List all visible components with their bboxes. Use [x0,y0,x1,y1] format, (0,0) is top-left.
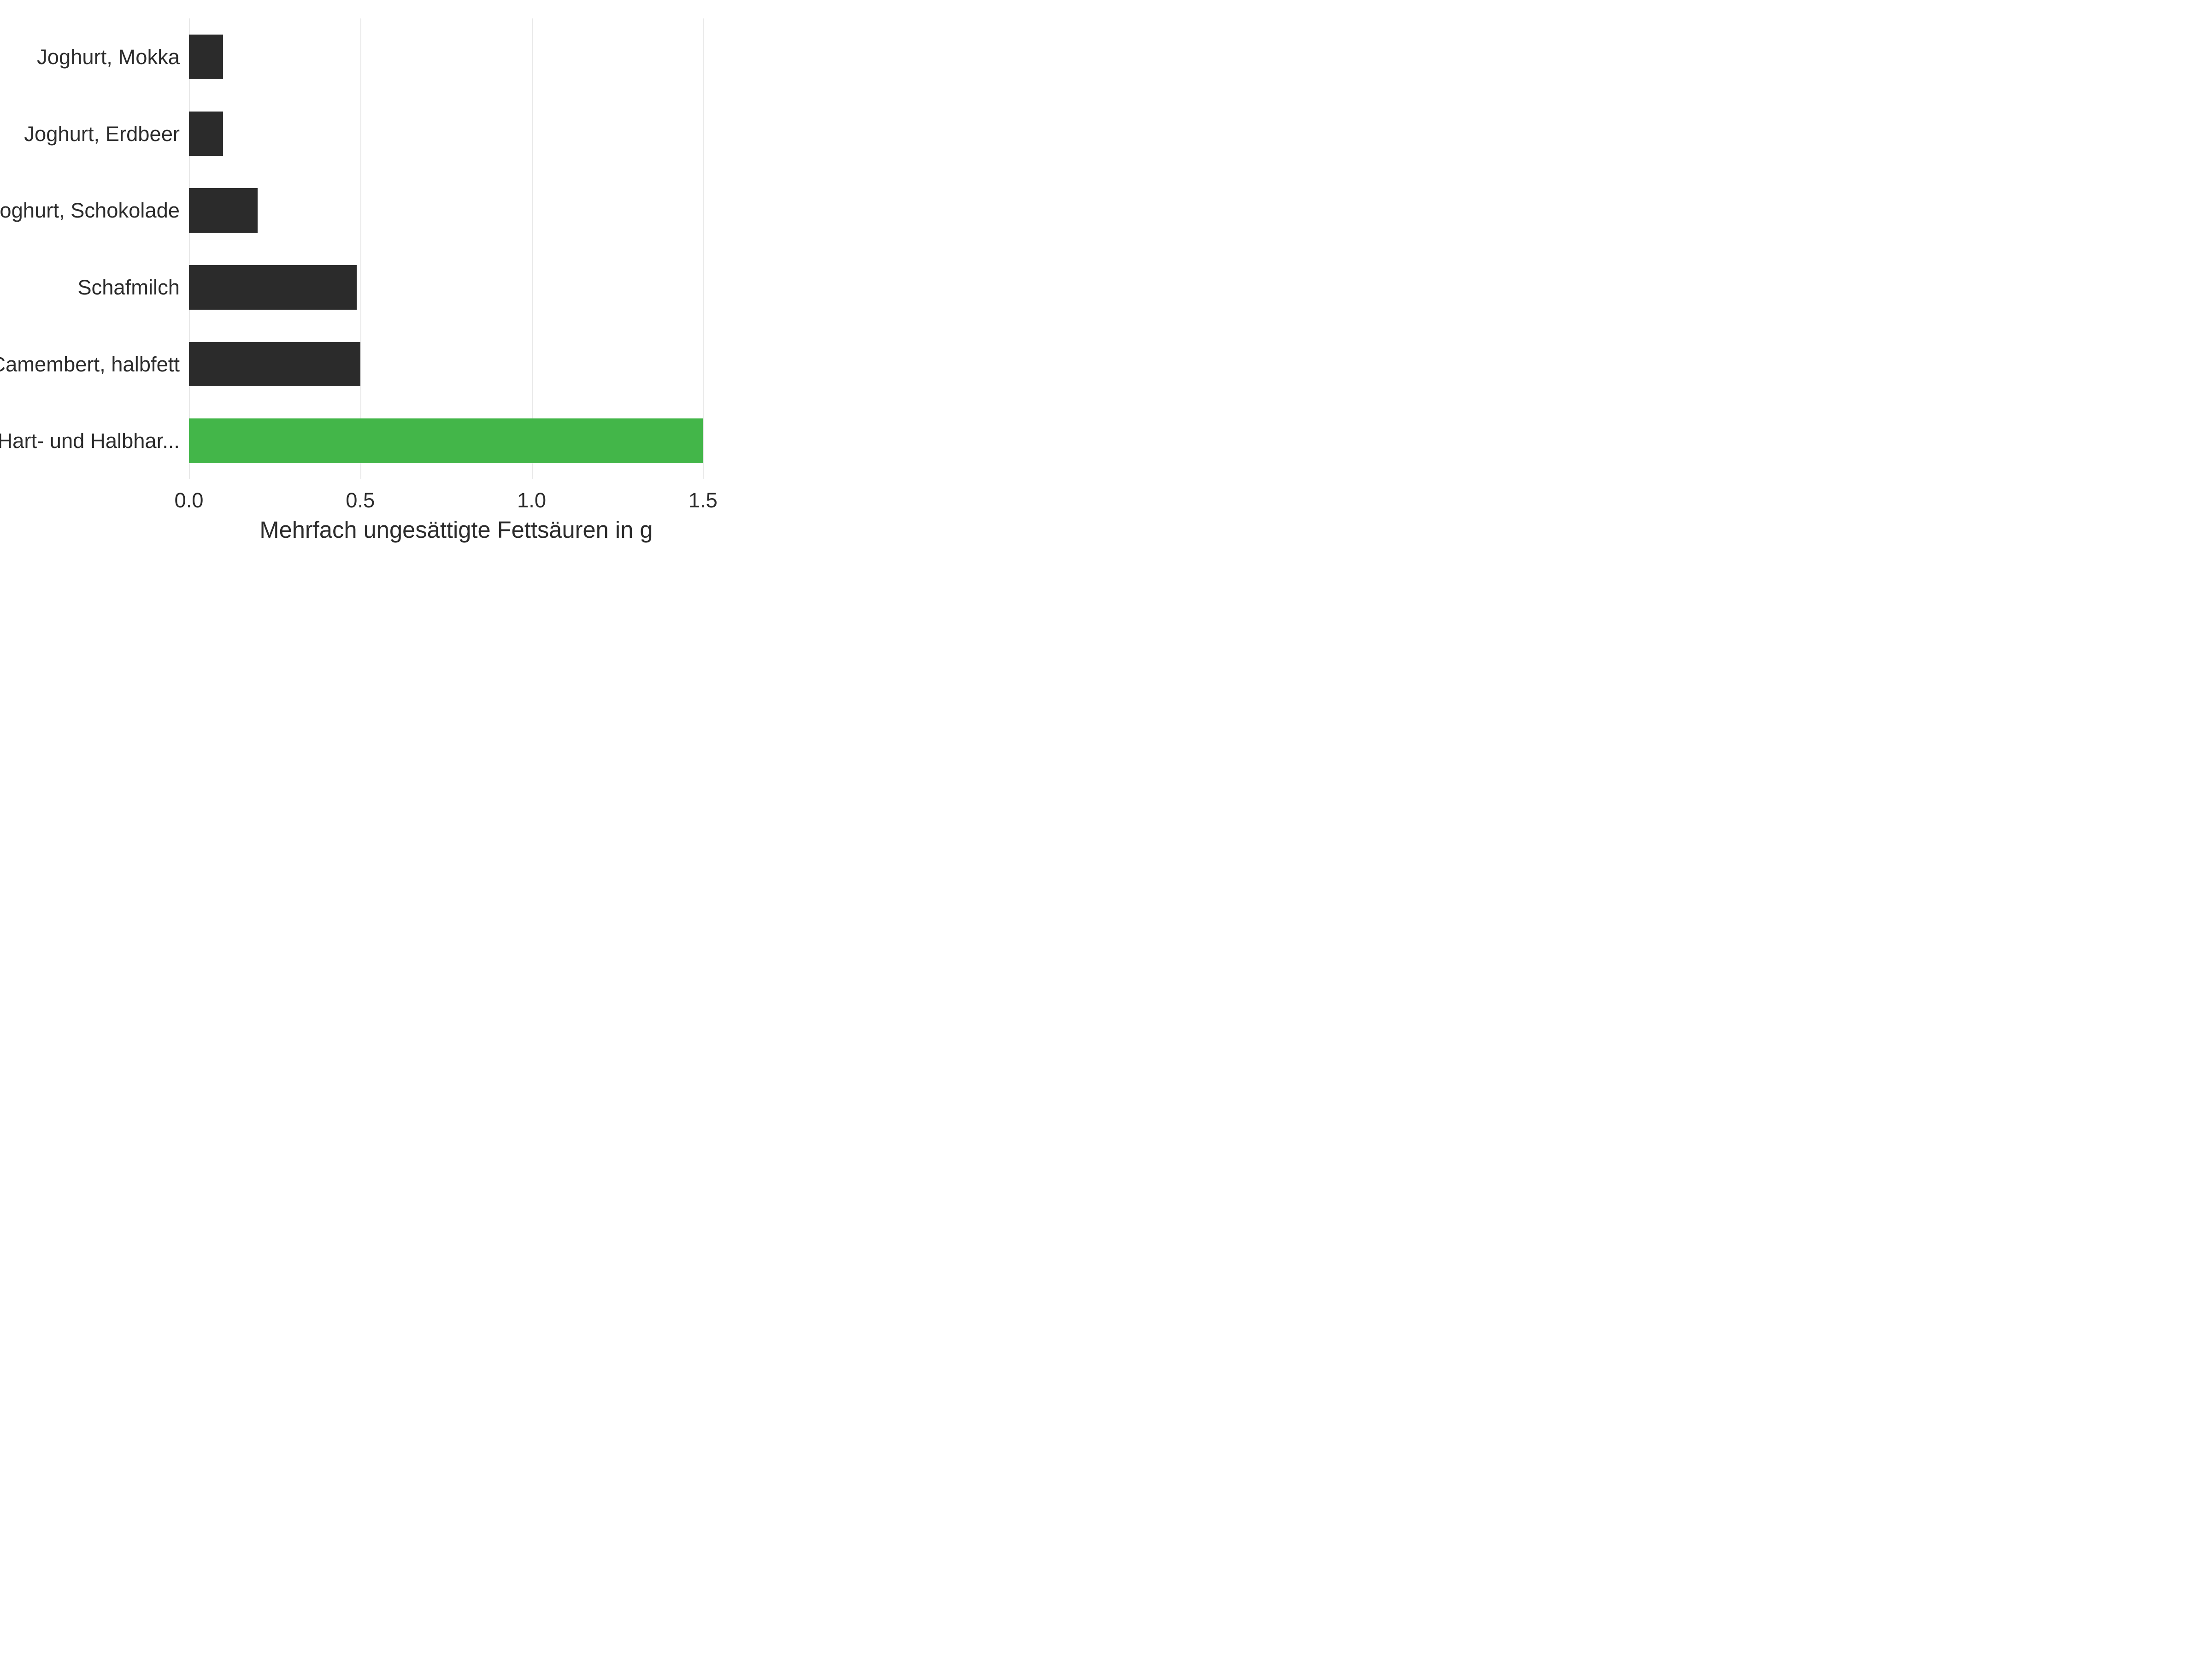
y-axis-label: Schafmilch [77,276,180,300]
y-axis-label: Joghurt, Mokka [37,45,180,69]
x-axis-title: Mehrfach ungesättigte Fettsäuren in g [189,516,724,543]
y-axis-label: Hart- und Halbhar... [0,429,180,453]
bar [189,418,703,463]
bar [189,342,360,387]
x-tick-label: 1.0 [517,488,546,512]
bar [189,35,223,79]
gridline [532,18,533,479]
y-axis-label: Camembert, halbfett [0,353,180,377]
bar [189,188,258,233]
chart-container: Joghurt, Mokka Joghurt, Erdbeer Joghurt, S… [0,0,737,553]
bar [189,112,223,156]
plot-area [189,18,724,479]
gridline [189,18,190,479]
x-tick-label: 1.5 [688,488,718,512]
x-tick-label: 0.0 [174,488,203,512]
gridline [703,18,704,479]
x-tick-label: 0.5 [346,488,375,512]
y-axis-label: Joghurt, Erdbeer [24,122,180,146]
y-axis-label: Joghurt, Schokolade [0,199,180,223]
bar [189,265,357,310]
gridline [360,18,361,479]
y-axis-labels: Joghurt, Mokka Joghurt, Erdbeer Joghurt, S… [0,18,180,479]
